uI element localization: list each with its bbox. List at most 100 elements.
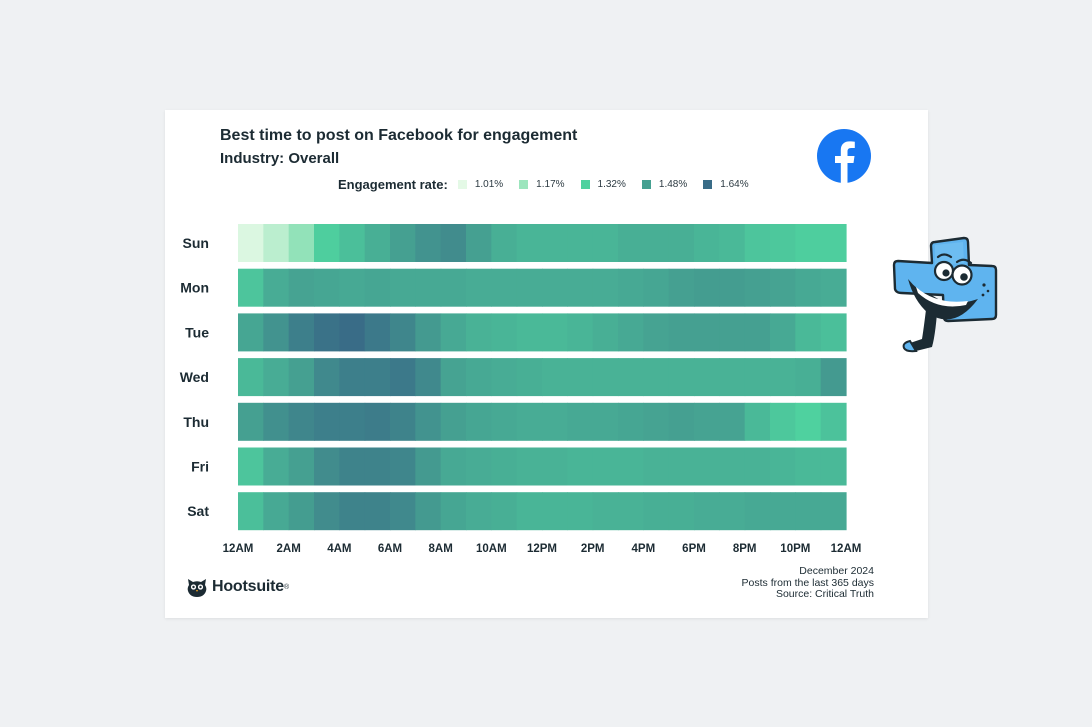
heatmap-cell <box>339 447 366 486</box>
heatmap-cell <box>567 402 594 441</box>
heatmap-cell <box>744 447 771 486</box>
y-tick-label: Thu <box>183 414 209 430</box>
heatmap-cell <box>288 313 315 352</box>
footer-period: Posts from the last 365 days <box>741 576 874 589</box>
x-tick-label: 2AM <box>277 543 301 555</box>
legend-label: 1.01% <box>474 178 504 190</box>
x-tick-label: 12PM <box>527 543 557 555</box>
x-tick-label: 8PM <box>733 543 757 555</box>
heatmap-cell <box>364 447 391 486</box>
heatmap-cell <box>288 268 315 307</box>
heatmap-cell <box>820 492 847 531</box>
heatmap-cell <box>440 268 467 307</box>
x-tick-label: 10PM <box>780 543 810 555</box>
heatmap-cell <box>719 492 746 531</box>
heatmap-cell <box>694 268 720 307</box>
heatmap-cell <box>263 402 290 441</box>
heatmap-cell <box>820 402 847 441</box>
y-tick-label: Fri <box>191 459 209 475</box>
heatmap-cell <box>314 492 340 531</box>
legend-item: 1.48% <box>641 179 687 190</box>
legend-title: Engagement rate: <box>338 176 448 192</box>
heatmap-cell <box>390 447 416 486</box>
heatmap-cell <box>668 402 695 441</box>
heatmap-cell <box>415 313 442 352</box>
hootsuite-mascot-icon <box>892 236 998 353</box>
heatmap-cell <box>592 447 619 486</box>
heatmap-cell <box>668 447 695 486</box>
heatmap-cell <box>339 313 366 352</box>
heatmap-cell <box>466 492 492 531</box>
heatmap-cell <box>440 402 467 441</box>
heatmap-cell <box>795 358 822 397</box>
heatmap-cell <box>770 492 796 531</box>
heatmap-cell <box>466 224 492 262</box>
heatmap-cell <box>339 358 366 397</box>
facebook-logo-icon <box>817 129 871 183</box>
heatmap-cell <box>770 224 796 262</box>
heatmap-cell <box>744 402 771 441</box>
heatmap-cell <box>364 402 391 441</box>
heatmap-cell <box>694 224 720 262</box>
footer-source: Source: Critical Truth <box>775 588 874 600</box>
heatmap-cell <box>415 268 442 307</box>
heatmap-cell <box>516 358 543 397</box>
heatmap-cell <box>263 358 290 397</box>
registered-mark: ® <box>283 583 290 591</box>
heatmap-cell <box>567 268 594 307</box>
heatmap-cell <box>820 313 847 352</box>
legend-item: 1.32% <box>580 179 626 190</box>
heatmap-cell <box>542 492 568 531</box>
y-tick-label: Sun <box>183 235 209 251</box>
brand-name: Hootsuite <box>212 578 284 595</box>
heatmap-cell <box>618 224 644 262</box>
heatmap-cell <box>238 224 264 262</box>
heatmap-cell <box>542 402 568 441</box>
heatmap-cell <box>390 402 416 441</box>
heatmap-cell <box>694 447 720 486</box>
heatmap-cell <box>440 358 467 397</box>
heatmap-cell <box>491 268 518 307</box>
heatmap-cell <box>415 224 442 262</box>
heatmap-cell <box>288 402 315 441</box>
heatmap-cell <box>339 224 366 262</box>
heatmap-cell <box>364 492 391 531</box>
heatmap-cell <box>364 313 391 352</box>
legend-swatch <box>641 179 651 189</box>
heatmap-cell <box>719 358 746 397</box>
heatmap-cell <box>415 492 442 531</box>
heatmap-cell <box>719 313 746 352</box>
heatmap-cell <box>314 447 340 486</box>
heatmap-cell <box>795 492 822 531</box>
legend-item: 1.01% <box>457 178 504 190</box>
heatmap-cell <box>542 313 568 352</box>
heatmap-cell <box>618 402 644 441</box>
heatmap-cell <box>668 224 695 262</box>
heatmap-cell <box>516 492 543 531</box>
x-tick-label: 12AM <box>223 543 254 555</box>
heatmap-cell <box>466 402 492 441</box>
heatmap-cell <box>440 313 467 352</box>
heatmap-cell <box>466 358 492 397</box>
heatmap-cell <box>516 402 543 441</box>
heatmap-cell <box>719 268 746 307</box>
heatmap-cell <box>390 492 416 531</box>
x-tick-label: 8AM <box>429 543 453 555</box>
heatmap-cell <box>339 492 366 531</box>
heatmap-cell <box>795 224 822 262</box>
heatmap-cell <box>770 313 796 352</box>
heatmap-cell <box>592 268 619 307</box>
heatmap-cell <box>466 313 492 352</box>
heatmap-cell <box>516 447 543 486</box>
heatmap-cell <box>770 268 796 307</box>
legend-label: 1.17% <box>536 178 565 190</box>
heatmap-cell <box>491 402 518 441</box>
y-tick-label: Sat <box>187 503 209 519</box>
heatmap-cell <box>820 447 847 486</box>
footer-note: December 2024 Posts from the last 365 da… <box>741 565 874 601</box>
heatmap-cell <box>263 313 290 352</box>
heatmap-cell <box>618 268 644 307</box>
heatmap-cell <box>618 313 644 352</box>
heatmap-cell <box>592 313 619 352</box>
heatmap-cell <box>643 447 670 486</box>
